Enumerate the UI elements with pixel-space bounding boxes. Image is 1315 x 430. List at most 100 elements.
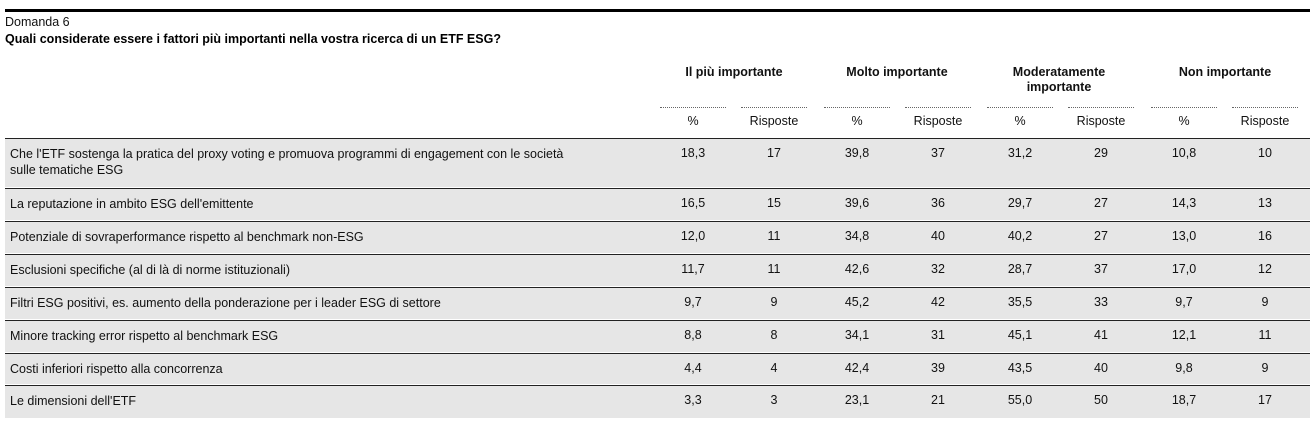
cell-value: 9 (1261, 361, 1269, 375)
cell-value: 27 (1094, 229, 1108, 243)
cell-value: 16,5 (680, 196, 706, 210)
subheader-responses: Risposte (913, 114, 963, 128)
cell-value: 29,7 (1007, 196, 1033, 210)
cell-value: 42,6 (844, 262, 870, 276)
cell-value: 9,7 (1175, 295, 1193, 309)
table-row: Minore tracking error rispetto al benchm… (5, 321, 1310, 352)
subheader-pct: % (851, 114, 863, 128)
table-row: La reputazione in ambito ESG dell'emitte… (5, 189, 1310, 220)
cell-value: 4,4 (684, 361, 702, 375)
cell-value: 8,8 (684, 328, 702, 342)
cell-value: 13,0 (1171, 229, 1197, 243)
row-question: Filtri ESG positivi, es. aumento della p… (10, 296, 441, 310)
cell-value: 14,3 (1171, 196, 1197, 210)
cell-value: 3,3 (684, 393, 702, 407)
cell-value: 4 (770, 361, 778, 375)
dotted-separator (824, 107, 890, 108)
table-row: Esclusioni specifiche (al di là di norme… (5, 255, 1310, 286)
cell-value: 8 (770, 328, 778, 342)
cell-value: 12,1 (1171, 328, 1197, 342)
cell-value: 33 (1094, 295, 1108, 309)
cell-value: 23,1 (844, 393, 870, 407)
row-question: Esclusioni specifiche (al di là di norme… (10, 263, 290, 277)
cell-value: 39 (931, 361, 945, 375)
dotted-separator (1151, 107, 1217, 108)
row-rule (5, 188, 1310, 189)
cell-value: 31 (931, 328, 945, 342)
cell-value: 9 (1261, 295, 1269, 309)
dotted-separator (741, 107, 807, 108)
row-question: La reputazione in ambito ESG dell'emitte… (10, 197, 254, 211)
group-header-most-important: Il più importante (685, 65, 783, 79)
dotted-separator (905, 107, 971, 108)
cell-value: 15 (767, 196, 781, 210)
table-row: Costi inferiori rispetto alla concorrenz… (5, 354, 1310, 384)
group-header-very-important: Molto importante (846, 65, 948, 79)
cell-value: 17 (767, 146, 781, 160)
cell-value: 27 (1094, 196, 1108, 210)
cell-value: 11,7 (681, 262, 705, 276)
cell-value: 18,3 (680, 146, 706, 160)
cell-value: 9 (770, 295, 778, 309)
subheader-responses: Risposte (749, 114, 799, 128)
cell-value: 42 (931, 295, 945, 309)
cell-value: 18,7 (1171, 393, 1197, 407)
cell-value: 16 (1258, 229, 1272, 243)
header-rule (5, 138, 1310, 139)
cell-value: 42,4 (844, 361, 870, 375)
dotted-separator (1068, 107, 1134, 108)
cell-value: 11 (1258, 328, 1272, 342)
subheader-pct: % (1178, 114, 1190, 128)
row-rule (5, 254, 1310, 255)
question-number: Domanda 6 (5, 15, 70, 29)
row-rule (5, 353, 1310, 354)
cell-value: 12,0 (680, 229, 706, 243)
cell-value: 55,0 (1007, 393, 1033, 407)
cell-value: 36 (931, 196, 945, 210)
group-header-moderately-important: Moderatamente importante (1012, 65, 1106, 94)
cell-value: 9,7 (684, 295, 702, 309)
cell-value: 21 (931, 393, 945, 407)
cell-value: 35,5 (1007, 295, 1033, 309)
cell-value: 31,2 (1007, 146, 1033, 160)
dotted-separator (987, 107, 1053, 108)
row-question: Costi inferiori rispetto alla concorrenz… (10, 362, 223, 376)
cell-value: 13 (1258, 196, 1272, 210)
cell-value: 41 (1094, 328, 1108, 342)
cell-value: 29 (1094, 146, 1108, 160)
table-row: Le dimensioni dell'ETF 3,3 3 23,1 21 55,… (5, 386, 1310, 418)
cell-value: 10,8 (1171, 146, 1197, 160)
dotted-separator (660, 107, 726, 108)
cell-value: 10 (1258, 146, 1272, 160)
row-question: Che l'ETF sostenga la pratica del proxy … (10, 147, 564, 177)
table-row: Potenziale di sovraperformance rispetto … (5, 222, 1310, 253)
cell-value: 32 (931, 262, 945, 276)
row-rule (5, 320, 1310, 321)
cell-value: 28,7 (1007, 262, 1033, 276)
cell-value: 17 (1258, 393, 1272, 407)
cell-value: 12 (1258, 262, 1272, 276)
cell-value: 34,8 (844, 229, 870, 243)
top-rule (5, 9, 1310, 12)
row-question: Le dimensioni dell'ETF (10, 394, 137, 408)
cell-value: 43,5 (1007, 361, 1033, 375)
row-question: Minore tracking error rispetto al benchm… (10, 329, 279, 343)
cell-value: 9,8 (1175, 361, 1193, 375)
subheader-pct: % (687, 114, 699, 128)
cell-value: 45,2 (844, 295, 870, 309)
cell-value: 3 (770, 393, 778, 407)
group-header-not-important: Non importante (1178, 65, 1272, 79)
cell-value: 40,2 (1007, 229, 1033, 243)
cell-value: 37 (931, 146, 945, 160)
cell-value: 45,1 (1007, 328, 1033, 342)
cell-value: 40 (1094, 361, 1108, 375)
row-rule (5, 287, 1310, 288)
cell-value: 50 (1094, 393, 1108, 407)
cell-value: 39,6 (844, 196, 870, 210)
cell-value: 40 (931, 229, 945, 243)
cell-value: 37 (1094, 262, 1108, 276)
cell-value: 11 (767, 229, 781, 243)
cell-value: 11 (767, 262, 781, 276)
cell-value: 17,0 (1171, 262, 1197, 276)
